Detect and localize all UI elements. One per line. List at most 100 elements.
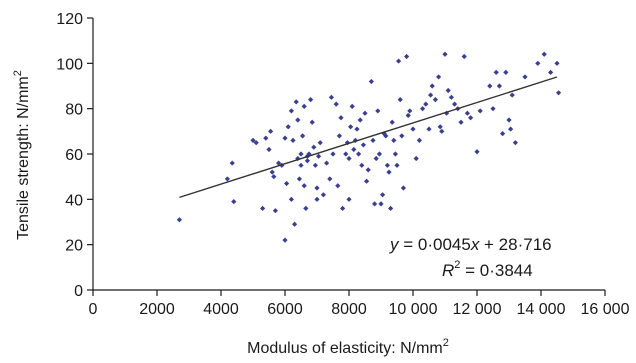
data-point	[301, 103, 307, 109]
data-point	[282, 135, 288, 141]
data-point	[372, 201, 378, 207]
data-point	[357, 117, 363, 123]
data-point	[383, 133, 389, 139]
data-point	[338, 115, 344, 121]
data-point	[370, 137, 376, 143]
data-point	[445, 87, 451, 94]
r-squared-label: R	[442, 261, 454, 280]
x-tick-label: 14 000	[517, 301, 566, 318]
tick-group: 0 20 40 60 80 100 120 0 2000 4000 6000 8000 10 000 12…	[56, 11, 629, 318]
data-point	[388, 205, 394, 211]
equation-intercept: + 28·716	[479, 235, 551, 254]
data-point	[309, 119, 315, 125]
data-point	[359, 162, 365, 168]
data-point	[429, 83, 435, 89]
equation-line: y = 0·0045x + 28·716	[389, 235, 552, 254]
trendline	[179, 76, 558, 199]
data-point	[269, 169, 275, 175]
data-point	[464, 110, 470, 116]
data-point	[296, 176, 302, 182]
data-point	[288, 196, 294, 202]
regression-equation: y = 0·0045x + 28·716 R2 = 0·3844	[389, 235, 552, 280]
data-point	[548, 69, 554, 75]
data-point	[253, 140, 259, 146]
data-point	[368, 78, 374, 85]
x-axis-title-superscript: 2	[443, 337, 449, 349]
data-point	[298, 151, 304, 157]
data-point	[301, 183, 307, 189]
data-point	[506, 117, 512, 123]
data-point	[420, 106, 426, 112]
data-point	[335, 183, 341, 189]
data-point	[458, 119, 464, 125]
x-tick-label: 8000	[331, 301, 367, 318]
data-point	[423, 101, 429, 107]
data-point	[304, 158, 310, 164]
data-point	[288, 108, 294, 114]
data-point	[436, 74, 442, 80]
equation-y-var: y	[389, 235, 400, 254]
data-point	[376, 151, 382, 157]
data-point	[343, 151, 349, 157]
data-point	[399, 133, 405, 139]
y-tick-label: 80	[65, 102, 83, 119]
data-point	[428, 92, 434, 98]
data-point	[344, 140, 350, 146]
data-point	[231, 199, 237, 205]
data-point	[176, 217, 182, 223]
data-point	[298, 162, 304, 168]
data-point	[373, 155, 379, 162]
equation-slope: = 0·0045	[399, 235, 471, 254]
y-tick-label: 100	[56, 56, 83, 73]
data-point	[266, 146, 272, 153]
data-point	[320, 192, 326, 198]
data-points	[176, 51, 562, 243]
x-tick-label: 2000	[139, 301, 175, 318]
data-point	[432, 97, 438, 103]
data-point	[327, 176, 333, 182]
data-point	[346, 196, 352, 202]
data-point	[508, 126, 514, 132]
data-point	[364, 178, 370, 184]
data-point	[303, 205, 309, 211]
data-point	[397, 97, 403, 103]
data-point	[413, 155, 419, 162]
data-point	[316, 153, 322, 159]
data-point	[340, 205, 346, 211]
data-point	[389, 119, 395, 125]
data-point	[330, 151, 336, 157]
data-point	[378, 201, 384, 207]
data-point	[416, 137, 422, 143]
y-tick-label: 20	[65, 238, 83, 255]
data-point	[314, 196, 320, 202]
data-point	[284, 180, 290, 187]
data-point	[410, 126, 416, 132]
data-point	[271, 174, 277, 180]
data-point	[386, 169, 392, 175]
data-point	[362, 110, 368, 116]
data-point	[314, 185, 320, 191]
x-tick-label: 16 000	[581, 301, 630, 318]
data-point	[260, 205, 266, 211]
data-point	[396, 58, 402, 64]
data-point	[468, 115, 474, 121]
data-point	[500, 131, 506, 137]
y-axis-title: Tensile strength: N/mm2	[12, 70, 32, 240]
data-point	[375, 108, 381, 114]
data-point	[285, 124, 291, 130]
data-point	[328, 94, 334, 100]
data-point	[324, 160, 330, 166]
data-point	[308, 97, 314, 103]
x-axis-title: Modulus of elasticity: N/mm2	[247, 337, 449, 357]
data-point	[360, 142, 366, 148]
data-point	[380, 192, 386, 198]
data-point	[272, 208, 278, 214]
data-point	[452, 101, 458, 107]
data-point	[554, 60, 560, 66]
trendline-group	[179, 76, 558, 199]
data-point	[437, 124, 443, 130]
data-point	[293, 99, 299, 105]
data-point	[336, 133, 342, 139]
data-point	[352, 137, 358, 143]
